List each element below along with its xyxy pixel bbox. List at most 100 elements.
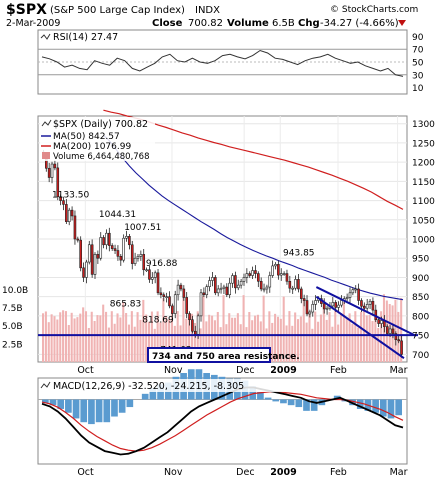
rsi-tick-label: 90 [412, 33, 424, 43]
volume-bar [105, 311, 108, 362]
candle-body [67, 209, 71, 223]
volume-bar [400, 298, 403, 362]
volume-bar [242, 295, 245, 362]
candle-body [380, 320, 383, 324]
volume-bar [362, 304, 365, 362]
volume-bar [337, 324, 340, 362]
rsi-label: RSI(14) 27.47 [53, 32, 118, 43]
volume-bar [62, 310, 65, 362]
volume-bar [127, 324, 131, 362]
candle-body [171, 305, 174, 314]
candle-body [225, 286, 229, 296]
candle-body [153, 272, 157, 278]
price-tick-label: 750 [412, 332, 429, 342]
macd-hist-bar [372, 399, 379, 413]
candle-body [254, 270, 257, 274]
volume-bar [285, 325, 288, 362]
volume-bar [256, 314, 259, 362]
volume-bar [145, 314, 148, 362]
rsi-axis: 90 70 50 30 10 [412, 33, 424, 94]
volume-bar [308, 311, 311, 362]
macd-hist-bar [141, 393, 149, 400]
price-mark-label: 916.88 [146, 259, 178, 269]
candle-body [271, 265, 274, 276]
volume-bar [339, 313, 343, 362]
candle-body [156, 272, 160, 294]
volume-bar [113, 323, 116, 362]
candle-body [102, 237, 105, 246]
candle-body [93, 254, 97, 275]
volume-bar [251, 320, 254, 362]
candle-body [53, 163, 57, 169]
volume-axis: 10.0B 7.5B 5.0B 2.5B [2, 286, 28, 351]
x-axis-bottom: Oct Nov Dec 2009 Feb Mar [77, 467, 407, 478]
volume-bar [317, 321, 320, 362]
candle-body [56, 167, 60, 198]
volume-bar [354, 311, 357, 362]
candle-body [360, 300, 363, 307]
volume-bar [176, 311, 179, 362]
volume-bar [162, 298, 165, 362]
volume-bar [322, 299, 325, 362]
price-title: $SPX (Daily) 700.82 [53, 119, 148, 130]
candle-body [216, 288, 220, 294]
volume-bar [268, 311, 271, 362]
volume-bar [76, 317, 79, 362]
volume-bar [130, 311, 133, 362]
volume-bar [53, 316, 56, 362]
volume-bar [216, 312, 219, 362]
candle-body [79, 239, 82, 269]
volume-bar [259, 321, 262, 362]
price-mark-label: 865.83 [110, 300, 142, 310]
volume-bar [102, 304, 105, 362]
candle-body [105, 232, 108, 246]
candle-body [228, 282, 231, 296]
candle-body [334, 302, 337, 308]
x-axis-label: Dec [236, 365, 254, 376]
candle-body [239, 280, 243, 286]
volume-bar [342, 302, 345, 362]
candle-body [305, 300, 309, 315]
rsi-tick-label: 70 [412, 46, 424, 56]
x-axis-label: Mar [390, 467, 408, 478]
candle-body [297, 279, 300, 290]
candle-body [245, 273, 249, 278]
price-tick-label: 800 [412, 312, 429, 322]
candle-body [236, 284, 240, 289]
macd-hist-bar [264, 397, 272, 400]
index-name: (S&P 500 Large Cap Index) [50, 5, 185, 16]
candle-body [357, 288, 360, 301]
volume-bar [87, 327, 90, 362]
macd-hist-bar [80, 399, 88, 423]
x-axis-label: Mar [390, 365, 408, 376]
candle-body [148, 269, 151, 280]
candle-body [351, 289, 355, 294]
candle-body [265, 286, 269, 290]
volume-legend: Volume 6,464,480,768 [53, 152, 150, 162]
candle-body [159, 292, 163, 296]
volume-bar [173, 325, 176, 362]
x-axis-label: 2009 [270, 467, 296, 478]
macd-hist-bar [249, 386, 257, 400]
candle-body [193, 330, 197, 335]
price-tick-label: 1250 [412, 139, 435, 149]
macd-legend-bg [40, 379, 295, 392]
volume-bar [96, 315, 99, 362]
macd-hist-bar [103, 399, 111, 423]
candle-body [391, 328, 395, 334]
candle-body [165, 296, 168, 298]
candle-body [179, 284, 183, 290]
volume-bar [294, 312, 297, 362]
candle-body [85, 261, 88, 278]
volume-bar [233, 317, 237, 362]
candle-body [136, 255, 140, 259]
date: 2-Mar-2009 [6, 18, 60, 29]
macd-hist-bar [356, 399, 364, 409]
volume-tick-label: 7.5B [2, 304, 23, 314]
volume-bar [150, 311, 153, 362]
ma50-legend: MA(50) 842.57 [53, 132, 120, 142]
candle-body [116, 250, 120, 257]
volume-bar [44, 311, 47, 362]
channel-upper-line [315, 286, 417, 337]
candle-body [291, 287, 294, 290]
